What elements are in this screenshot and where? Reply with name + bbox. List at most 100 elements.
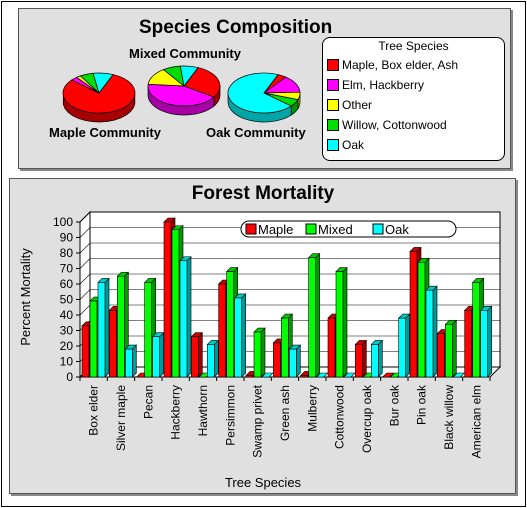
pie-slice-4: [179, 65, 199, 87]
x-tick-label: Overcup oak: [360, 384, 374, 453]
bar-front: [218, 283, 226, 378]
pie-slice-4: [227, 72, 292, 114]
y-tick-label: 40: [60, 308, 74, 322]
bar-front: [371, 344, 379, 378]
y-axis-label: Percent Mortality: [18, 248, 33, 346]
bar-front: [335, 271, 344, 378]
x-tick-label: Mulberry: [305, 385, 319, 432]
bar-oak-5: [233, 293, 247, 378]
gridline: [79, 211, 500, 223]
bar-front: [207, 344, 215, 378]
bar-oak-8: [315, 372, 329, 378]
bar-front: [409, 251, 418, 378]
legend-swatch: [327, 79, 339, 91]
bar-front: [253, 331, 262, 378]
y-tick-label: 80: [60, 246, 74, 260]
bar-front: [191, 336, 199, 378]
bar-front: [281, 317, 289, 378]
legend-item-oak: Oak: [327, 137, 364, 153]
legend-item-willow: Willow, Cottonwood: [327, 117, 447, 133]
bar-front: [300, 375, 308, 378]
x-tick-label: Black willow: [442, 385, 456, 450]
bar-mixed-13: [444, 319, 458, 378]
bar-front: [308, 257, 316, 378]
pie-chart-0: [62, 72, 136, 123]
pie-label-oak: Oak Community: [206, 125, 306, 140]
bar-oak-12: [425, 285, 438, 378]
pie-label-maple: Maple Community: [49, 125, 161, 140]
legend-item-label: Willow, Cottonwood: [342, 118, 447, 132]
bar-flat: [315, 372, 329, 378]
bar-front: [398, 317, 406, 378]
x-tick-label: Green ash: [278, 385, 292, 441]
bar-side: [260, 327, 266, 378]
y-tick-label: 20: [60, 339, 74, 353]
bar-side: [296, 344, 301, 378]
x-tick-label: Pin oak: [415, 384, 429, 425]
y-tick-label: 100: [53, 215, 73, 229]
x-tick-label: Silver maple: [114, 385, 128, 451]
bar-flat: [381, 372, 395, 378]
gridline: [79, 273, 500, 285]
bar-front: [144, 282, 152, 378]
bar-side: [186, 256, 192, 378]
pie-slice-0: [62, 74, 136, 114]
x-tick-label: Cottonwood: [333, 385, 347, 449]
x-tick-label: Persimmon: [223, 385, 237, 446]
legend-label-mixed: Mixed: [318, 222, 353, 237]
x-tick-label: Hawthorn: [196, 385, 210, 436]
bar-front: [472, 282, 480, 378]
legend-item-other: Other: [327, 97, 372, 113]
chart-title: Forest Mortality: [192, 183, 335, 204]
bar-side: [214, 339, 219, 378]
bar-side: [378, 339, 383, 378]
y-tick-label: 0: [66, 370, 73, 384]
bar-front: [289, 348, 297, 378]
legend-swatch-maple: [245, 223, 257, 235]
bar-side: [241, 293, 246, 378]
bar-side: [315, 252, 320, 378]
bar-front: [437, 333, 445, 378]
bar-front: [445, 324, 453, 378]
legend-item-label: Oak: [342, 138, 365, 152]
x-tick-label: Box elder: [87, 385, 101, 436]
species-composition-panel: Species Composition Mixed Community Mapl…: [18, 8, 511, 169]
legend-swatch-oak: [372, 223, 384, 235]
x-tick-label: Swamp privet: [251, 384, 265, 457]
bar-side: [342, 266, 348, 378]
legend-swatch: [327, 59, 339, 71]
bar-side: [405, 313, 410, 378]
bar-side: [487, 305, 492, 378]
y-tick-label: 90: [60, 231, 74, 245]
bar-maple-4: [190, 331, 204, 378]
bar-front: [273, 342, 281, 378]
bar-oak-10: [370, 339, 384, 378]
bar-maple-11: [381, 372, 395, 378]
bar-oak-13: [452, 372, 466, 378]
bar-side: [198, 331, 203, 378]
bar-front: [226, 271, 234, 378]
y-tick-label: 70: [60, 262, 74, 276]
composition-legend-title: Tree Species: [378, 39, 449, 53]
bar-flat: [261, 372, 274, 378]
pie-slice-4: [92, 72, 114, 94]
bar-front: [125, 348, 133, 378]
legend-swatch-mixed: [305, 223, 317, 235]
y-tick-label: 30: [60, 324, 74, 338]
x-tick-label: Pecan: [141, 385, 155, 419]
bar-oak-6: [261, 372, 274, 378]
x-axis-label: Tree Species: [225, 475, 302, 490]
bar-side: [104, 277, 110, 378]
bar-side: [432, 285, 438, 378]
x-tick-label: Hackberry: [169, 385, 183, 440]
mortality-legend: Maple Mixed Oak: [240, 220, 457, 238]
pie-slice-0: [183, 67, 221, 98]
bar-side: [362, 339, 367, 378]
bar-side: [132, 344, 137, 378]
bar-front: [117, 275, 125, 378]
bar-oak-11: [397, 313, 411, 378]
bar-front: [89, 300, 98, 378]
bar-oak-14: [479, 305, 493, 378]
legend-item-elm: Elm, Hackberry: [327, 77, 424, 93]
legend-label-oak: Oak: [385, 222, 409, 237]
